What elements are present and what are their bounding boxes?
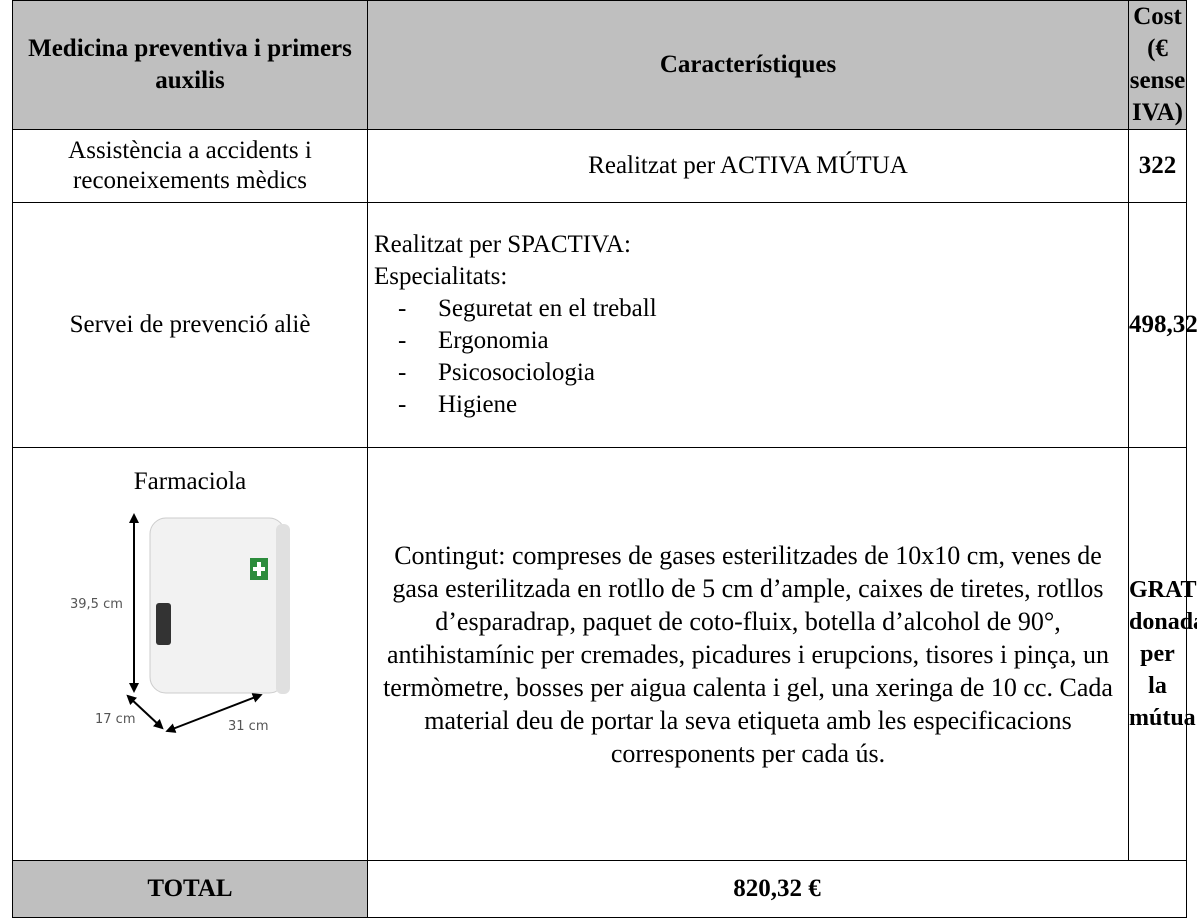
cabinet-image: 39,5 cm 17 cm 31 cm xyxy=(70,513,290,734)
cost-table: Medicina preventiva i primers auxilis Ca… xyxy=(12,0,1197,918)
header-cell: Cost (€ sense IVA) xyxy=(1128,0,1187,130)
item-cell: Farmaciola 39,5 cm 17 cm 31 cm xyxy=(12,447,368,861)
header-cell: Medicina preventiva i primers auxilis xyxy=(12,0,368,130)
feature-line: Realitzat per SPACTIVA: xyxy=(374,231,631,258)
total-row: TOTAL 820,32 € xyxy=(12,860,1187,918)
row: Farmaciola 39,5 cm 17 cm 31 cm Contingut… xyxy=(12,447,1197,861)
features-cell: Contingut: compreses de gases esterilitz… xyxy=(367,447,1129,861)
row: Servei de prevenció aliè Realitzat per S… xyxy=(12,202,1197,448)
total-label: TOTAL xyxy=(12,860,368,918)
cost-cell: GRATIS, donada per la mútua xyxy=(1128,447,1197,861)
feature-item: Ergonomia xyxy=(438,325,1122,357)
row: Assistència a accidents i reconeixements… xyxy=(12,129,1187,203)
features-cell: Realitzat per ACTIVA MÚTUA xyxy=(367,129,1129,203)
feature-item: Psicosociologia xyxy=(438,357,1122,389)
cabinet-handle xyxy=(156,603,171,645)
total-value: 820,32 € xyxy=(367,860,1187,918)
dimension-label: 17 cm xyxy=(95,712,136,727)
item-cell: Servei de prevenció aliè xyxy=(12,202,368,448)
feature-item: Seguretat en el treball xyxy=(438,293,1122,325)
header-cell: Característiques xyxy=(367,0,1129,130)
item-cell: Assistència a accidents i reconeixements… xyxy=(12,129,368,203)
dimension-label: 39,5 cm xyxy=(70,597,123,612)
cost-cell: 498,32 xyxy=(1128,202,1197,448)
item-label: Farmaciola xyxy=(133,468,247,495)
feature-line: Especialitats: xyxy=(374,263,508,290)
feature-item: Higiene xyxy=(438,389,1122,421)
features-cell: Realitzat per SPACTIVA: Especialitats: S… xyxy=(367,202,1129,448)
dimension-label: 31 cm xyxy=(228,719,269,734)
cross xyxy=(253,562,265,576)
feature-list: Seguretat en el treball Ergonomia Psicos… xyxy=(374,293,1122,421)
cabinet-side xyxy=(276,524,290,694)
header-row: Medicina preventiva i primers auxilis Ca… xyxy=(12,0,1187,130)
cost-cell: 322 xyxy=(1128,129,1187,203)
